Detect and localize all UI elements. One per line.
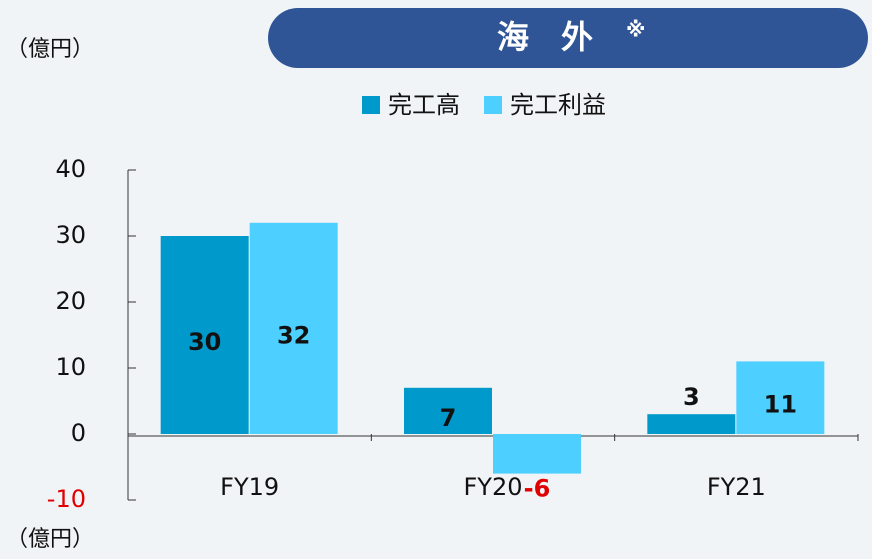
legend-swatch [484, 96, 502, 114]
y-unit: （億円） [6, 527, 94, 552]
data-label: -6 [524, 475, 551, 503]
y-tick-label: 20 [55, 287, 86, 315]
y-tick-label: 30 [55, 221, 86, 249]
legend-label: 完工利益 [510, 91, 606, 119]
data-label: 11 [764, 391, 797, 419]
bar [647, 414, 736, 434]
y-unit: （億円） [6, 37, 94, 62]
data-label: 3 [683, 383, 700, 411]
bar [404, 387, 492, 434]
legend-swatch [362, 96, 380, 114]
title-note: ※ [626, 18, 645, 42]
x-tick-label: FY20 [463, 473, 522, 501]
bar [249, 222, 338, 434]
data-label: 30 [188, 328, 221, 356]
y-tick-label: 10 [55, 353, 86, 381]
bar [160, 236, 249, 434]
chart-title: 海 外 [497, 18, 593, 56]
y-tick-label: 0 [71, 419, 86, 447]
data-label: 7 [440, 404, 457, 432]
bar [736, 361, 825, 434]
y-tick-label: -10 [47, 485, 86, 513]
legend-label: 完工高 [388, 91, 460, 119]
data-label: 32 [277, 321, 310, 349]
title-pill [268, 8, 868, 68]
y-tick-label: 40 [55, 155, 86, 183]
x-tick-label: FY19 [220, 473, 279, 501]
x-tick-label: FY21 [707, 473, 766, 501]
bar [493, 434, 581, 474]
